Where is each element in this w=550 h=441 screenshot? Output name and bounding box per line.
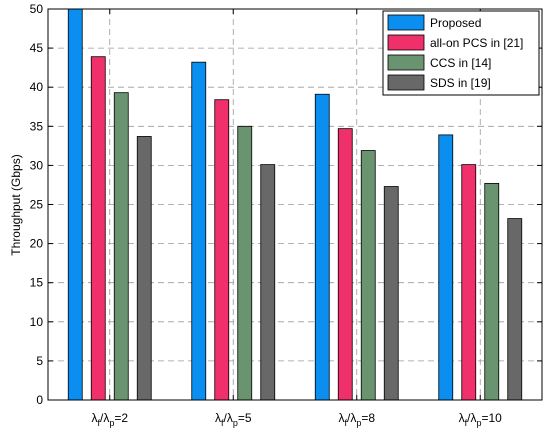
y-tick-label: 40 (30, 80, 44, 94)
bars (67, 8, 523, 401)
legend-label: Proposed (430, 16, 481, 30)
legend: Proposed all-on PCS in [21] CCS in [14] SDS… (382, 10, 540, 96)
bar-proposed (191, 61, 207, 401)
x-tick-label: λf/λp=5 (215, 411, 252, 428)
bar-all-on-pcs-in-21 (337, 128, 353, 401)
legend-label: all-on PCS in [21] (430, 36, 523, 50)
bar-sds-in-19 (260, 164, 276, 401)
bar-sds-in-19 (136, 136, 152, 401)
bar-proposed (438, 134, 454, 401)
y-tick-label: 25 (30, 198, 44, 212)
bar-sds-in-19 (507, 218, 523, 401)
y-tick-label: 20 (30, 237, 44, 251)
axis-ticks: 0 5 10 15 20 25 30 35 40 45 50 λf/λp=2 λf/λp=5 λf/λp=… (30, 2, 542, 428)
legend-swatch (387, 54, 425, 71)
y-tick-label: 15 (30, 276, 44, 290)
y-tick-label: 10 (30, 315, 44, 329)
legend-swatch (387, 74, 425, 91)
legend-swatch (387, 14, 425, 31)
bar-ccs-in-14 (237, 125, 253, 401)
x-tick-label: λf/λp=10 (459, 411, 503, 428)
x-tick-label: λf/λp=8 (338, 411, 375, 428)
bar-sds-in-19 (383, 186, 399, 401)
bar-all-on-pcs-in-21 (461, 164, 477, 401)
y-tick-label: 45 (30, 41, 44, 55)
bar-ccs-in-14 (484, 182, 500, 401)
bar-ccs-in-14 (113, 92, 129, 401)
y-tick-label: 5 (36, 354, 43, 368)
bar-all-on-pcs-in-21 (214, 99, 230, 401)
y-tick-label: 0 (36, 393, 43, 407)
y-axis-title: Throughput (Gbps) (9, 154, 23, 255)
y-tick-label: 35 (30, 119, 44, 133)
legend-label: CCS in [14] (430, 56, 491, 70)
legend-swatch (387, 34, 425, 51)
bar-all-on-pcs-in-21 (90, 56, 106, 401)
legend-label: SDS in [19] (430, 76, 491, 90)
y-tick-label: 30 (30, 158, 44, 172)
bar-proposed (67, 8, 83, 401)
bar-ccs-in-14 (360, 150, 376, 401)
x-tick-label: λf/λp=2 (91, 411, 128, 428)
bar-proposed (314, 93, 330, 401)
y-tick-label: 50 (30, 2, 44, 16)
